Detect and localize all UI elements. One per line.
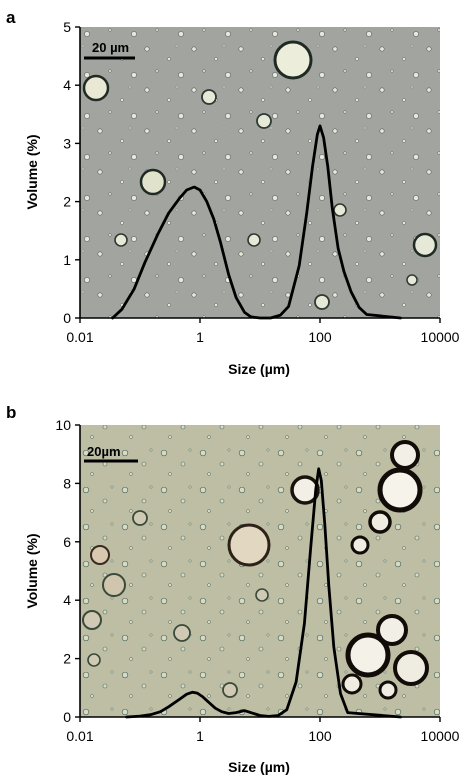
y-tick-label: 4 (63, 77, 71, 93)
y-tick-label: 0 (63, 709, 71, 725)
y-tick-label: 5 (63, 19, 71, 35)
scale-bar-b: 20µm (84, 444, 138, 463)
y-tick-label: 2 (63, 194, 71, 210)
panel-letter-a: a (6, 8, 16, 27)
scale-bar-a: 20 µm (84, 40, 135, 60)
x-tick-label: 0.01 (66, 728, 93, 744)
y-tick-label: 3 (63, 135, 71, 151)
x-axis-title-b: Size (µm) (228, 759, 290, 775)
x-tick-label: 1 (196, 728, 204, 744)
y-tick-label: 8 (63, 475, 71, 491)
panel-b: b 20µm (6, 403, 460, 775)
y-tick-label: 10 (55, 417, 71, 433)
x-tick-label: 1 (196, 329, 204, 345)
y-tick-label: 6 (63, 534, 71, 550)
y-tick-label: 4 (63, 592, 71, 608)
y-axis-title-b: Volume (%) (24, 533, 40, 608)
x-tick-label: 100 (308, 329, 332, 345)
plot-background-b (80, 425, 440, 717)
panel-letter-b: b (6, 403, 16, 422)
x-tick-label: 10000 (421, 728, 460, 744)
y-axis-title-a: Volume (%) (24, 134, 40, 209)
y-ticks-a: 0 1 2 3 4 5 (63, 19, 80, 326)
plot-background-a (80, 27, 440, 318)
x-ticks-a: 0.01 1 100 10000 (66, 318, 460, 345)
x-tick-label: 10000 (421, 329, 460, 345)
y-tick-label: 0 (63, 310, 71, 326)
x-axis-title-a: Size (µm) (228, 361, 290, 377)
x-tick-label: 100 (308, 728, 332, 744)
axes-a (79, 27, 440, 319)
x-tick-label: 0.01 (66, 329, 93, 345)
scale-bar-label-b: 20µm (87, 444, 121, 459)
scale-bar-label-a: 20 µm (92, 40, 129, 55)
series-curve-b (125, 467, 402, 719)
x-ticks-b: 0.01 1 100 10000 (66, 717, 460, 744)
y-tick-label: 1 (63, 252, 71, 268)
y-ticks-b: 0 2 4 6 8 10 (55, 417, 80, 725)
axes-b (79, 425, 440, 718)
y-tick-label: 2 (63, 651, 71, 667)
